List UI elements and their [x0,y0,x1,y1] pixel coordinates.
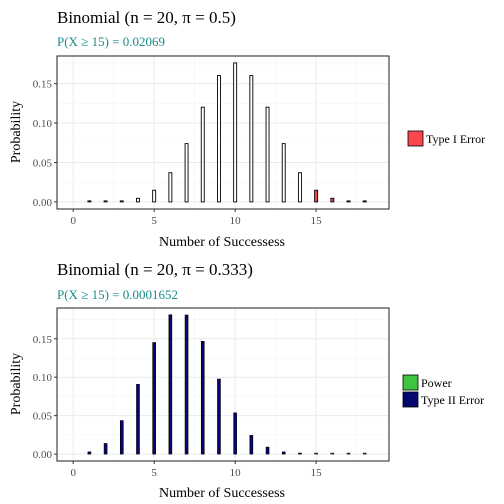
chart-top-title: Binomial (n = 20, π = 0.5) [57,8,236,27]
y-tick-label: 0.05 [33,411,53,423]
chart-bottom-y-axis-label: Probability [9,353,24,415]
y-tick-label: 0.00 [33,449,53,461]
bar-x-17 [346,200,351,203]
bar-x-9 [217,378,221,455]
bar-x-1 [87,451,92,455]
x-tick-label: 5 [151,215,157,227]
panel-background [57,308,389,461]
legend-key-type-ii-error [402,391,419,408]
bar-x-3 [119,420,124,455]
chart-bottom-title: Binomial (n = 20, π = 0.333) [57,260,253,279]
chart-top-x-axis-label: Number of Successess [159,235,285,250]
x-tick-label: 15 [311,215,323,227]
legend-label-type-ii-error: Type II Error [421,393,484,407]
legend-label-type-i-error: Type I Error [426,132,485,146]
bar-x-15 [314,452,318,455]
bar-x-5 [152,189,157,203]
x-tick-label: 0 [70,467,76,479]
x-tick-label: 10 [230,467,242,479]
bar-x-10 [233,62,238,203]
bar-x-13 [281,143,286,203]
chart-top-y-axis-label: Probability [9,101,24,163]
bar-x-2 [103,443,108,455]
bar-x-12 [265,106,270,203]
bar-x-17 [346,452,351,455]
bar-x-3 [119,200,124,203]
chart-bottom-subtitle: P(X ≥ 15) = 0.0001652 [57,287,178,302]
y-tick-label: 0.05 [33,157,53,169]
chart-bottom-panel: 0.00 0.05 0.10 0.15 0 5 10 15 [33,307,390,479]
y-tick-label: 0.10 [33,118,53,130]
y-tick-label: 0.10 [33,372,53,384]
x-tick-label: 15 [311,467,323,479]
bar-x-10 [233,412,237,455]
chart-bottom-x-axis-label: Number of Successess [159,486,285,501]
bar-x-5 [152,342,156,455]
bar-x-7 [184,143,189,203]
y-tick-label: 0.15 [33,334,53,346]
bar-x-8 [200,340,205,455]
bar-x-11 [249,75,254,203]
y-tick-label: 0.00 [33,197,53,209]
bar-x-8 [200,106,205,203]
bar-x-15 [314,189,319,203]
bar-x-16 [330,452,335,455]
legend-label-power: Power [421,376,452,390]
bar-x-2 [103,200,108,203]
chart-bottom-legend: Power Type II Error [402,374,484,408]
x-tick-label: 0 [70,215,76,227]
chart-top: Binomial (n = 20, π = 0.5) P(X ≥ 15) = 0… [9,8,485,250]
legend-key-power [402,374,419,391]
y-tick-label: 0.15 [33,79,53,91]
bar-x-12 [265,446,270,455]
bar-x-16 [330,197,335,203]
bar-x-1 [87,200,92,203]
bar-x-6 [168,314,173,455]
bar-x-4 [136,197,140,203]
bar-x-4 [136,383,140,455]
bar-x-7 [184,314,189,455]
x-tick-label: 5 [151,467,157,479]
legend-key-type-i-error [407,130,424,147]
bar-x-18 [362,452,367,455]
x-tick-label: 10 [230,215,242,227]
bar-x-13 [281,451,286,455]
chart-bottom: Binomial (n = 20, π = 0.333) P(X ≥ 15) =… [9,260,484,501]
bar-x-9 [217,75,221,203]
panel-background [57,56,389,209]
bar-x-6 [168,172,173,203]
chart-top-panel: 0.00 0.05 0.10 0.15 0 5 10 15 [33,55,390,227]
chart-top-subtitle: P(X ≥ 15) = 0.02069 [57,34,165,49]
bar-x-18 [362,200,367,203]
bar-x-14 [298,452,302,455]
bar-x-14 [297,172,302,203]
bar-x-11 [249,435,254,455]
panel-border [56,307,390,462]
chart-top-legend: Type I Error [407,130,485,147]
panel-border [56,55,390,210]
